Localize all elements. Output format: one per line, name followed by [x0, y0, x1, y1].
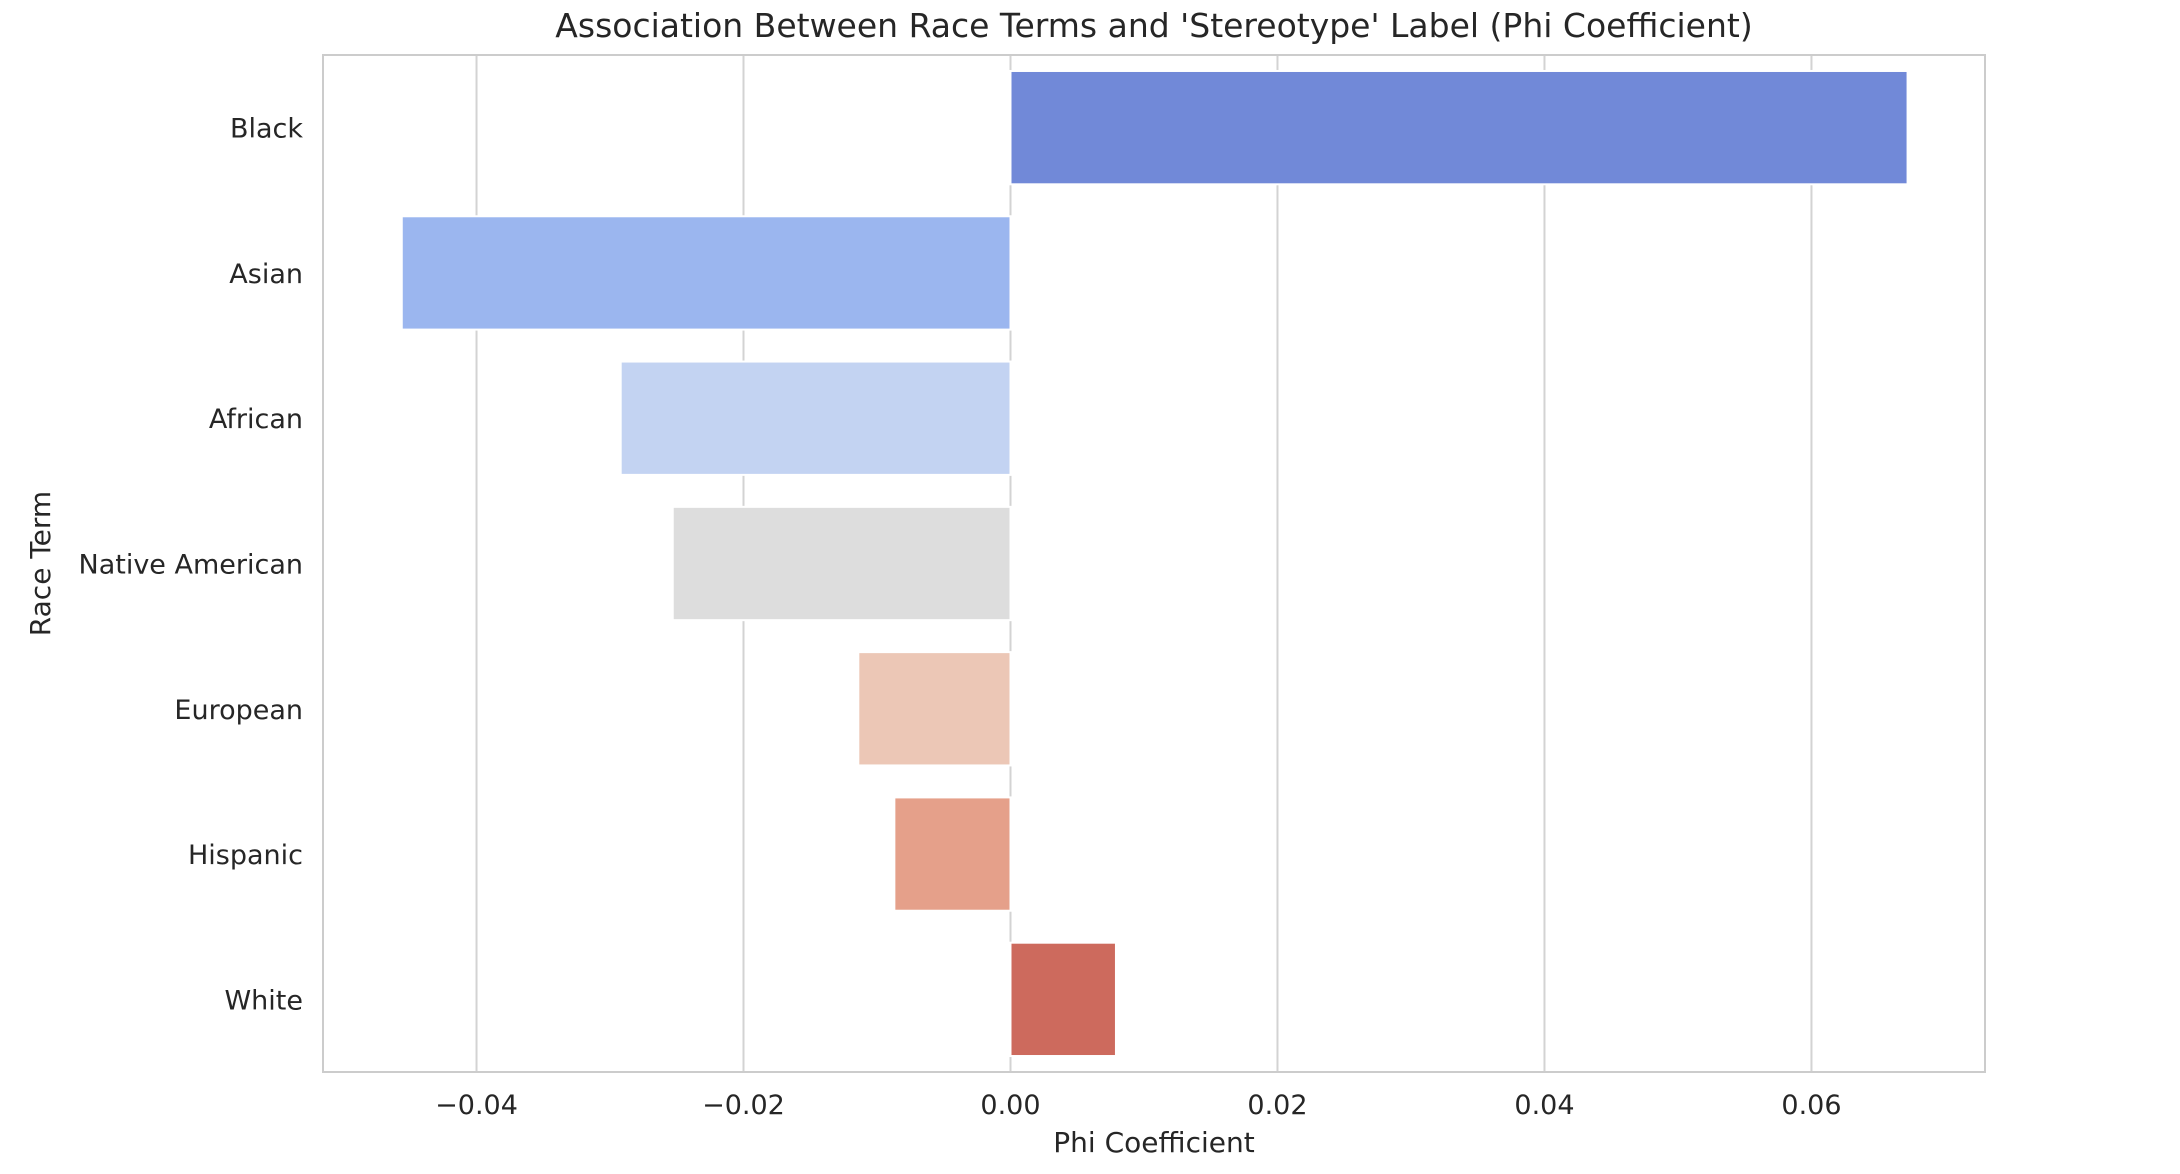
y-tick-label: Hispanic — [188, 840, 303, 871]
bar-hispanic — [893, 796, 1012, 912]
y-axis-label: Race Term — [24, 491, 57, 636]
bar-asian — [400, 215, 1012, 331]
y-tick-label: White — [224, 985, 303, 1016]
x-tick-label: 0.02 — [1247, 1090, 1307, 1121]
bar-european — [857, 651, 1012, 767]
y-tick-label: Black — [230, 114, 303, 145]
y-tick-labels: Black Asian African Native American European… — [79, 114, 304, 1017]
y-tick-label: Asian — [229, 259, 303, 290]
bar-black — [1009, 69, 1909, 186]
y-tick-label: African — [209, 404, 303, 435]
x-axis-label: Phi Coefficient — [1053, 1126, 1254, 1159]
x-tick-label: 0.00 — [980, 1090, 1040, 1121]
bars — [400, 69, 1909, 1058]
bar-native-american — [671, 505, 1012, 622]
chart-title: Association Between Race Terms and 'Ster… — [555, 6, 1752, 45]
bar-white — [1009, 941, 1117, 1058]
y-tick-label: Native American — [79, 550, 304, 581]
y-tick-label: European — [174, 695, 303, 726]
x-tick-label: −0.02 — [702, 1090, 785, 1121]
x-tick-labels: −0.04 −0.02 0.00 0.02 0.04 0.06 — [435, 1090, 1841, 1121]
x-tick-label: 0.06 — [1781, 1090, 1841, 1121]
x-tick-label: 0.04 — [1514, 1090, 1574, 1121]
plot-frame — [322, 54, 1986, 1073]
bar-african — [619, 360, 1012, 476]
x-tick-label: −0.04 — [435, 1090, 518, 1121]
